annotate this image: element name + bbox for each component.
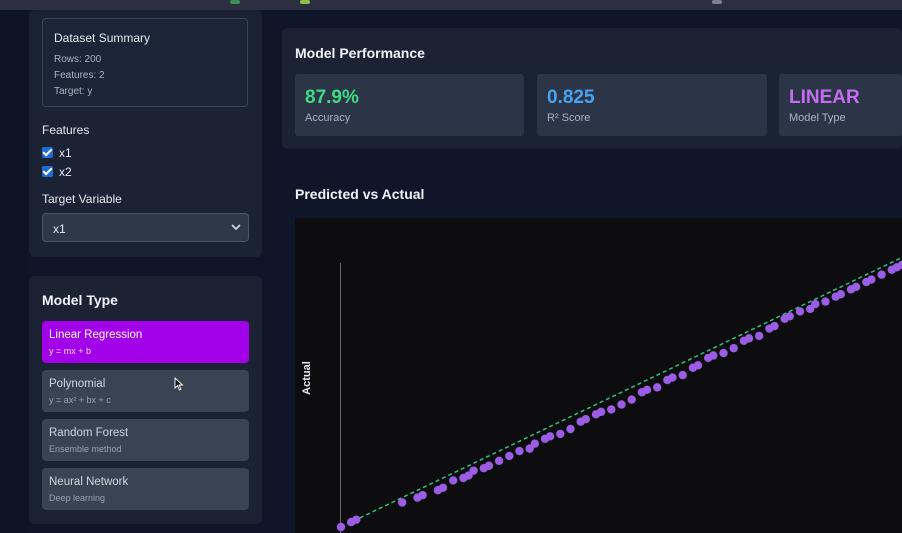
dataset-rows: Rows: 200 — [54, 54, 102, 65]
y-axis-label: Actual — [300, 361, 313, 395]
model-option-formula: y = ax² + bx + c — [49, 395, 111, 405]
model-option-name: Random Forest — [49, 427, 129, 439]
model-option-name: Neural Network — [49, 476, 129, 488]
tab-indicator — [230, 0, 240, 4]
model-option-linear-regression[interactable]: Linear Regression y = mx + b — [42, 321, 249, 363]
mouse-cursor-icon — [174, 377, 184, 391]
model-performance-title: Model Performance — [295, 45, 425, 61]
metric-label: R² Score — [547, 112, 591, 124]
tab-indicator — [300, 0, 310, 4]
dataset-target: Target: y — [54, 86, 93, 97]
metric-value: 0.825 — [547, 87, 595, 108]
dataset-features: Features: 2 — [54, 70, 105, 81]
predicted-vs-actual-plot — [295, 218, 902, 533]
feature-x1-label: x1 — [59, 146, 72, 160]
model-option-formula: Deep learning — [49, 493, 106, 503]
feature-x2-label: x2 — [59, 165, 72, 179]
target-variable-label: Target Variable — [42, 192, 122, 206]
metric-label: Model Type — [789, 112, 846, 124]
left-edge-strip — [0, 10, 28, 533]
metric-value: LINEAR — [789, 87, 860, 108]
metric-r2-score: 0.825 R² Score — [537, 74, 767, 136]
feature-x2-checkbox[interactable] — [42, 166, 53, 177]
model-option-polynomial[interactable]: Polynomial y = ax² + bx + c — [42, 370, 249, 412]
model-option-random-forest[interactable]: Random Forest Ensemble method — [42, 419, 249, 461]
browser-top-bar — [0, 0, 902, 10]
model-option-neural-network[interactable]: Neural Network Deep learning — [42, 468, 249, 510]
chevron-down-icon — [231, 224, 241, 231]
metric-accuracy: 87.9% Accuracy — [295, 74, 524, 136]
target-variable-value: x1 — [53, 222, 66, 236]
target-variable-select[interactable]: x1 — [42, 213, 249, 242]
metric-value: 87.9% — [305, 87, 359, 108]
feature-x1-checkbox[interactable] — [42, 147, 53, 158]
features-label: Features — [42, 123, 90, 137]
model-option-formula: Ensemble method — [49, 444, 122, 454]
dataset-summary-title: Dataset Summary — [54, 31, 151, 45]
chart-title: Predicted vs Actual — [295, 186, 425, 202]
model-type-title: Model Type — [42, 292, 118, 308]
model-option-formula: y = mx + b — [49, 346, 92, 356]
model-option-name: Linear Regression — [49, 329, 143, 341]
metric-model-type: LINEAR Model Type — [779, 74, 902, 136]
y-axis-line — [340, 263, 341, 533]
metric-label: Accuracy — [305, 112, 351, 124]
tab-indicator — [712, 0, 722, 4]
model-option-name: Polynomial — [49, 378, 106, 390]
dataset-summary-box: Dataset Summary Rows: 200 Features: 2 Ta… — [42, 18, 248, 107]
